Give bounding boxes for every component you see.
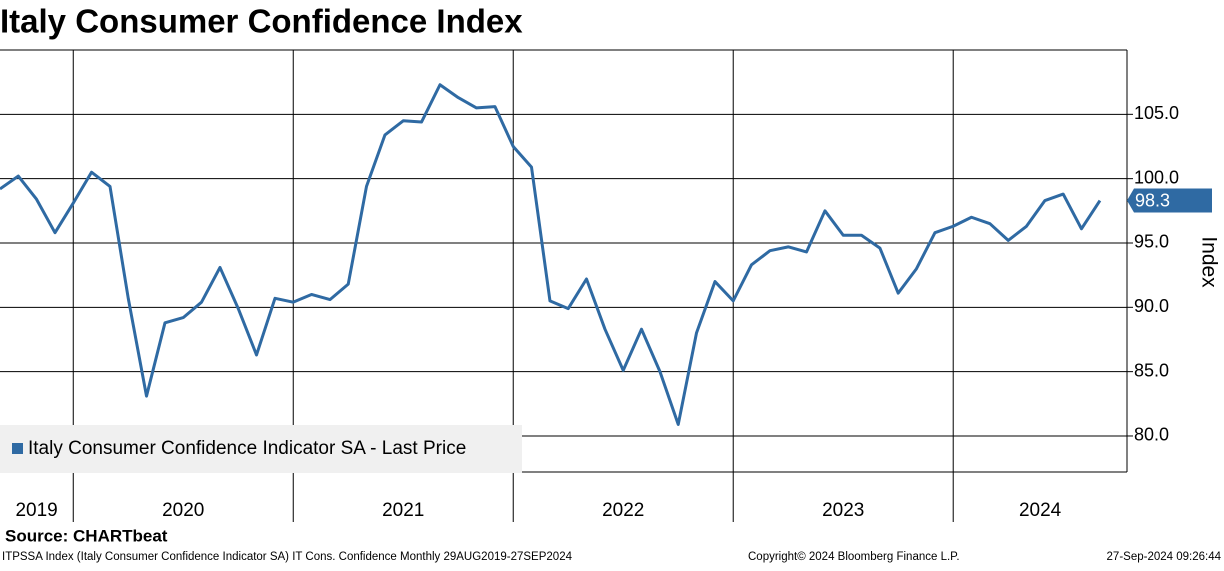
footer-copyright: Copyright© 2024 Bloomberg Finance L.P.	[748, 551, 960, 563]
x-tick-label: 2022	[602, 500, 644, 521]
x-tick-label: 2023	[822, 500, 864, 521]
y-tick-label: 80.0	[1134, 425, 1169, 445]
x-tick-label: 2020	[162, 500, 204, 521]
legend-label: Italy Consumer Confidence Indicator SA -…	[28, 438, 466, 459]
last-value-box	[1127, 188, 1212, 213]
series-line	[0, 83, 1102, 426]
footer-info: ITPSSA Index (Italy Consumer Confidence …	[2, 551, 573, 563]
legend-swatch	[12, 443, 23, 454]
y-tick-label: 85.0	[1134, 360, 1169, 380]
x-tick-label: 2021	[382, 500, 424, 521]
y-tick-label: 90.0	[1134, 296, 1169, 316]
y-axis-label: Index	[1197, 236, 1220, 288]
x-tick-label: 2019	[15, 500, 57, 521]
legend-background	[0, 425, 522, 473]
x-tick-label: 2024	[1019, 500, 1062, 521]
y-tick-label: 100.0	[1134, 167, 1179, 187]
source: Source: CHARTbeat	[5, 526, 168, 545]
footer-date: 27-Sep-2024 09:26:44	[1107, 551, 1222, 563]
last-value-label: 98.3	[1135, 190, 1170, 210]
y-tick-label: 105.0	[1134, 103, 1179, 123]
y-tick-label: 95.0	[1134, 232, 1169, 252]
chart-title: Italy Consumer Confidence Index	[0, 3, 523, 40]
